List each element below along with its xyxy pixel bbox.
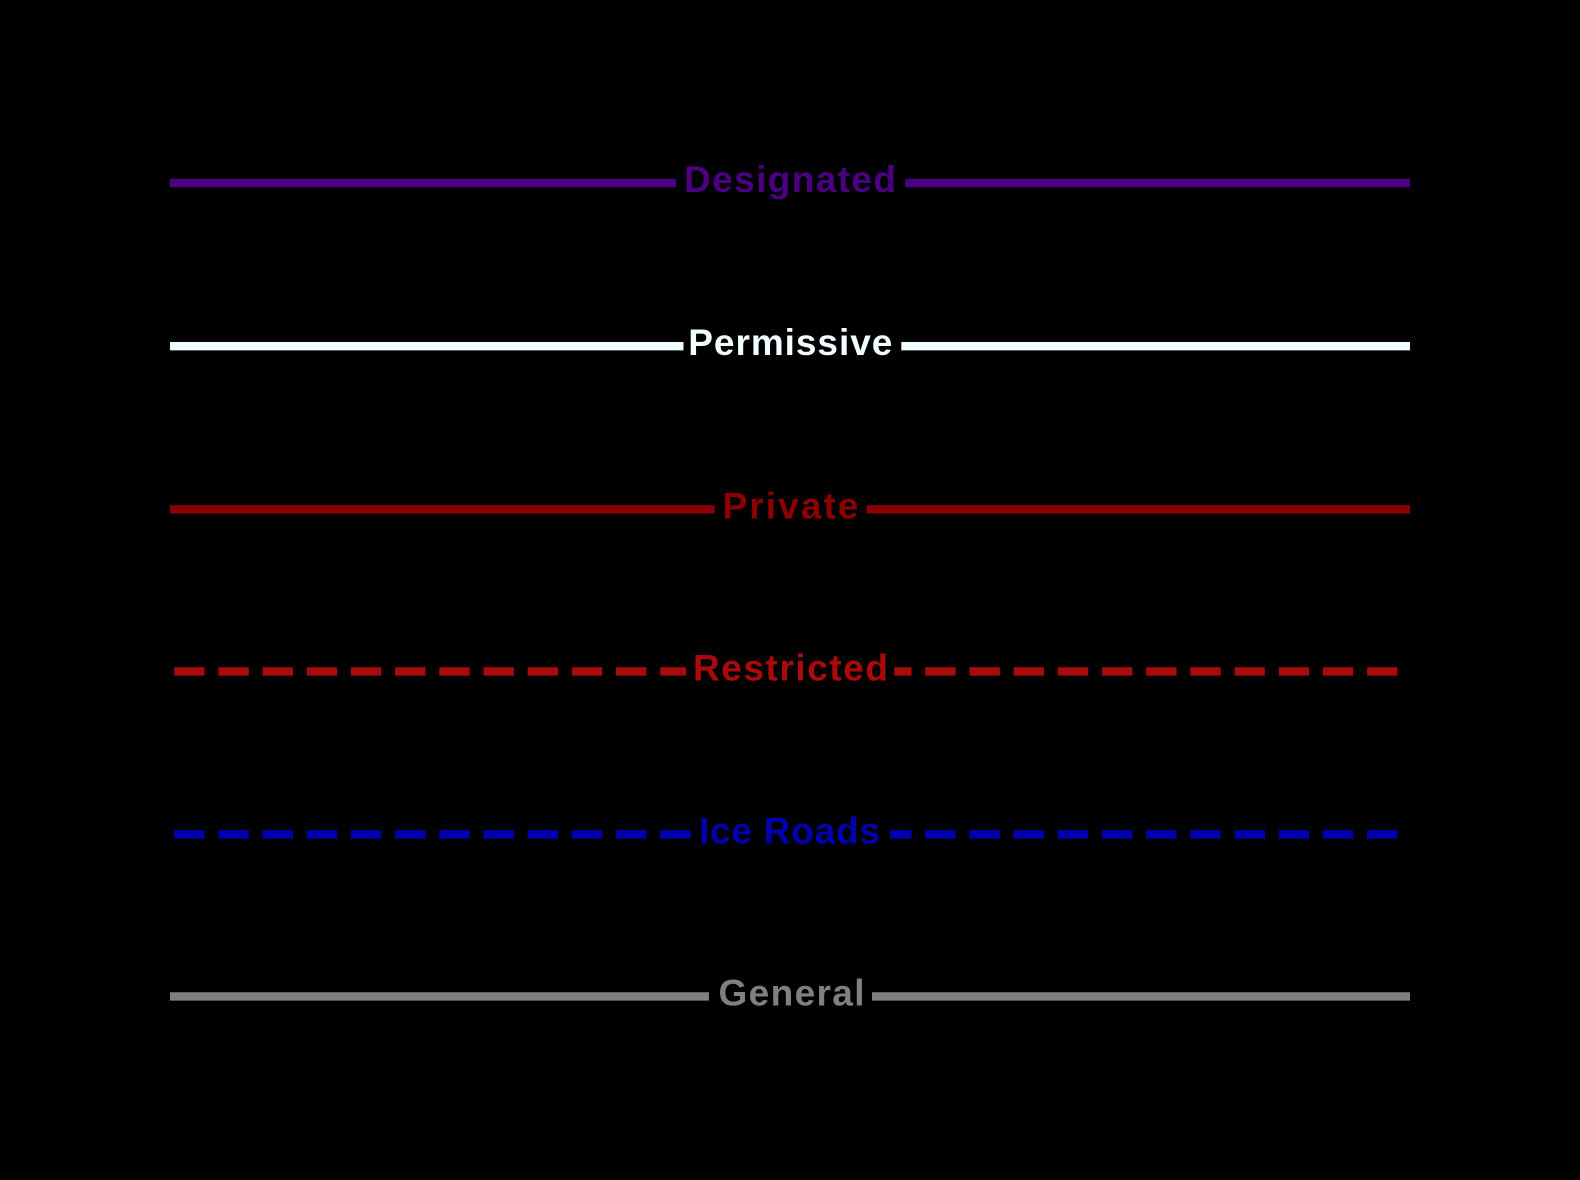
- svg-text:Designated: Designated: [684, 159, 896, 200]
- svg-text:General: General: [719, 972, 865, 1013]
- svg-text:Ice Roads: Ice Roads: [699, 810, 880, 851]
- svg-text:Restricted: Restricted: [693, 647, 888, 688]
- svg-text:Permissive: Permissive: [688, 322, 892, 363]
- svg-text:Private: Private: [723, 485, 859, 526]
